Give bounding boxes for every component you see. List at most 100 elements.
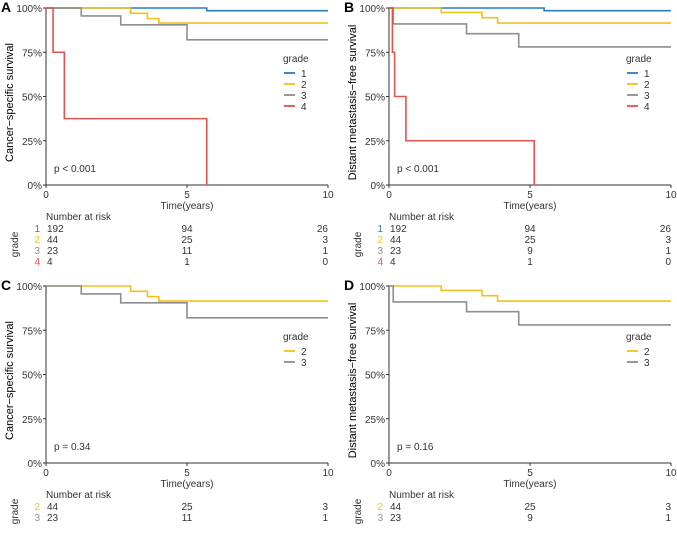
x-tick-label: 10 (665, 190, 677, 201)
x-axis-title: Time(years) (161, 201, 214, 212)
risk-value: 192 (390, 224, 407, 235)
risk-value: 1 (322, 513, 328, 524)
risk-value: 23 (47, 246, 59, 257)
y-tick-label: 100% (16, 4, 42, 15)
y-tick-label: 50% (365, 371, 385, 382)
risk-value: 1 (184, 257, 190, 268)
risk-value: 11 (182, 246, 193, 257)
x-tick-label: 5 (184, 190, 190, 201)
risk-value: 94 (181, 224, 193, 235)
risk-row-grade-label: 1 (377, 224, 383, 235)
y-tick-label: 0% (371, 181, 386, 192)
y-tick-label: 50% (22, 93, 42, 104)
km-panel-a: A0%25%50%75%100%0 5 10Time(years)Cancer−sp… (1, 0, 334, 268)
legend-label: 4 (301, 102, 307, 113)
y-tick-label: 50% (22, 371, 42, 382)
y-tick-label: 75% (365, 326, 385, 337)
km-curve-grade-4 (46, 7, 208, 185)
risk-value: 3 (665, 235, 671, 246)
km-panel-c: C 0% 25% 50% 75% 100% 0 5 10 Time(years) Cancer−sp… (1, 277, 334, 524)
x-tick-label: 10 (665, 468, 677, 479)
risk-value: 4 (390, 257, 396, 268)
risk-value: 44 (390, 235, 402, 246)
y-tick-label: 0% (28, 181, 43, 192)
risk-value: 4 (47, 257, 53, 268)
risk-table-row-label: grade (353, 498, 364, 524)
legend-title: grade (626, 54, 652, 65)
legend-title: grade (283, 54, 309, 65)
risk-value: 1 (322, 246, 328, 257)
risk-table-row-label: grade (10, 231, 21, 257)
risk-value: 9 (527, 513, 533, 524)
risk-value: 9 (527, 246, 533, 257)
y-tick-label: 25% (365, 415, 385, 426)
risk-value: 26 (317, 224, 329, 235)
x-tick-label: 10 (322, 468, 334, 479)
risk-value: 0 (665, 257, 671, 268)
p-value: p < 0.001 (397, 164, 439, 175)
risk-table-title: Number at risk (389, 212, 455, 223)
risk-value: 192 (47, 224, 64, 235)
risk-value: 44 (47, 502, 59, 513)
risk-row-grade-label: 3 (377, 246, 383, 257)
risk-table-title: Number at risk (46, 212, 112, 223)
km-curve-grade-2 (389, 285, 671, 302)
y-tick-label: 25% (365, 137, 385, 148)
risk-row-grade-label: 4 (377, 257, 383, 268)
risk-row-grade-label: 2 (377, 502, 383, 513)
risk-table-row-label: grade (10, 498, 21, 524)
km-panel-d: D 0% 25% 50% 75% 100% 0 5 10 Time(years) Distant m… (344, 277, 677, 524)
legend-label: 3 (644, 91, 650, 102)
x-tick-label: 0 (43, 190, 49, 201)
panel-label: C (1, 277, 11, 293)
risk-value: 23 (390, 246, 402, 257)
risk-value: 23 (390, 513, 402, 524)
y-tick-label: 0% (28, 459, 43, 470)
x-axis-title: Time(years) (504, 479, 557, 490)
legend-label: 2 (644, 80, 650, 91)
risk-row-grade-label: 4 (34, 257, 40, 268)
x-tick-label: 10 (322, 190, 334, 201)
legend-label: 2 (301, 80, 307, 91)
risk-value: 3 (322, 502, 328, 513)
risk-value: 11 (182, 513, 193, 524)
panel-label: B (344, 0, 354, 15)
risk-row-grade-label: 2 (34, 235, 40, 246)
risk-value: 94 (524, 224, 536, 235)
y-axis-title: Cancer−specific survival (4, 43, 16, 162)
risk-value: 1 (665, 246, 671, 257)
km-figure: A 0% 25% 50% 75% 100% 0 5 10 Time(years) Cancer−sp… (1, 0, 677, 524)
x-axis-title: Time(years) (504, 201, 557, 212)
y-tick-label: 50% (365, 93, 385, 104)
risk-value: 1 (665, 513, 671, 524)
legend-label: 2 (301, 347, 307, 358)
risk-value: 26 (660, 224, 672, 235)
risk-table-title: Number at risk (389, 490, 455, 501)
risk-row-grade-label: 1 (34, 224, 40, 235)
legend-label: 3 (644, 358, 650, 369)
km-curve-grade-4 (389, 7, 536, 185)
km-curve-grade-2 (389, 7, 671, 24)
x-tick-label: 0 (386, 468, 392, 479)
risk-value: 25 (181, 235, 193, 246)
risk-row-grade-label: 2 (34, 502, 40, 513)
legend-label: 2 (644, 347, 650, 358)
x-tick-label: 5 (184, 468, 190, 479)
y-tick-label: 75% (365, 48, 385, 59)
km-curve-grade-3 (46, 285, 328, 319)
risk-value: 44 (390, 502, 402, 513)
risk-value: 23 (47, 513, 59, 524)
x-tick-label: 0 (386, 190, 392, 201)
km-curve-grade-3 (389, 285, 671, 326)
legend-label: 4 (644, 102, 650, 113)
km-curve-grade-1 (389, 7, 671, 12)
risk-row-grade-label: 3 (34, 246, 40, 257)
p-value: p = 0.34 (54, 442, 91, 453)
legend-label: 3 (301, 358, 307, 369)
legend-label: 3 (301, 91, 307, 102)
panel-label: D (344, 277, 354, 293)
legend-label: 1 (301, 69, 307, 80)
y-axis-title: Cancer−specific survival (4, 321, 16, 440)
km-curve-grade-3 (46, 7, 328, 41)
